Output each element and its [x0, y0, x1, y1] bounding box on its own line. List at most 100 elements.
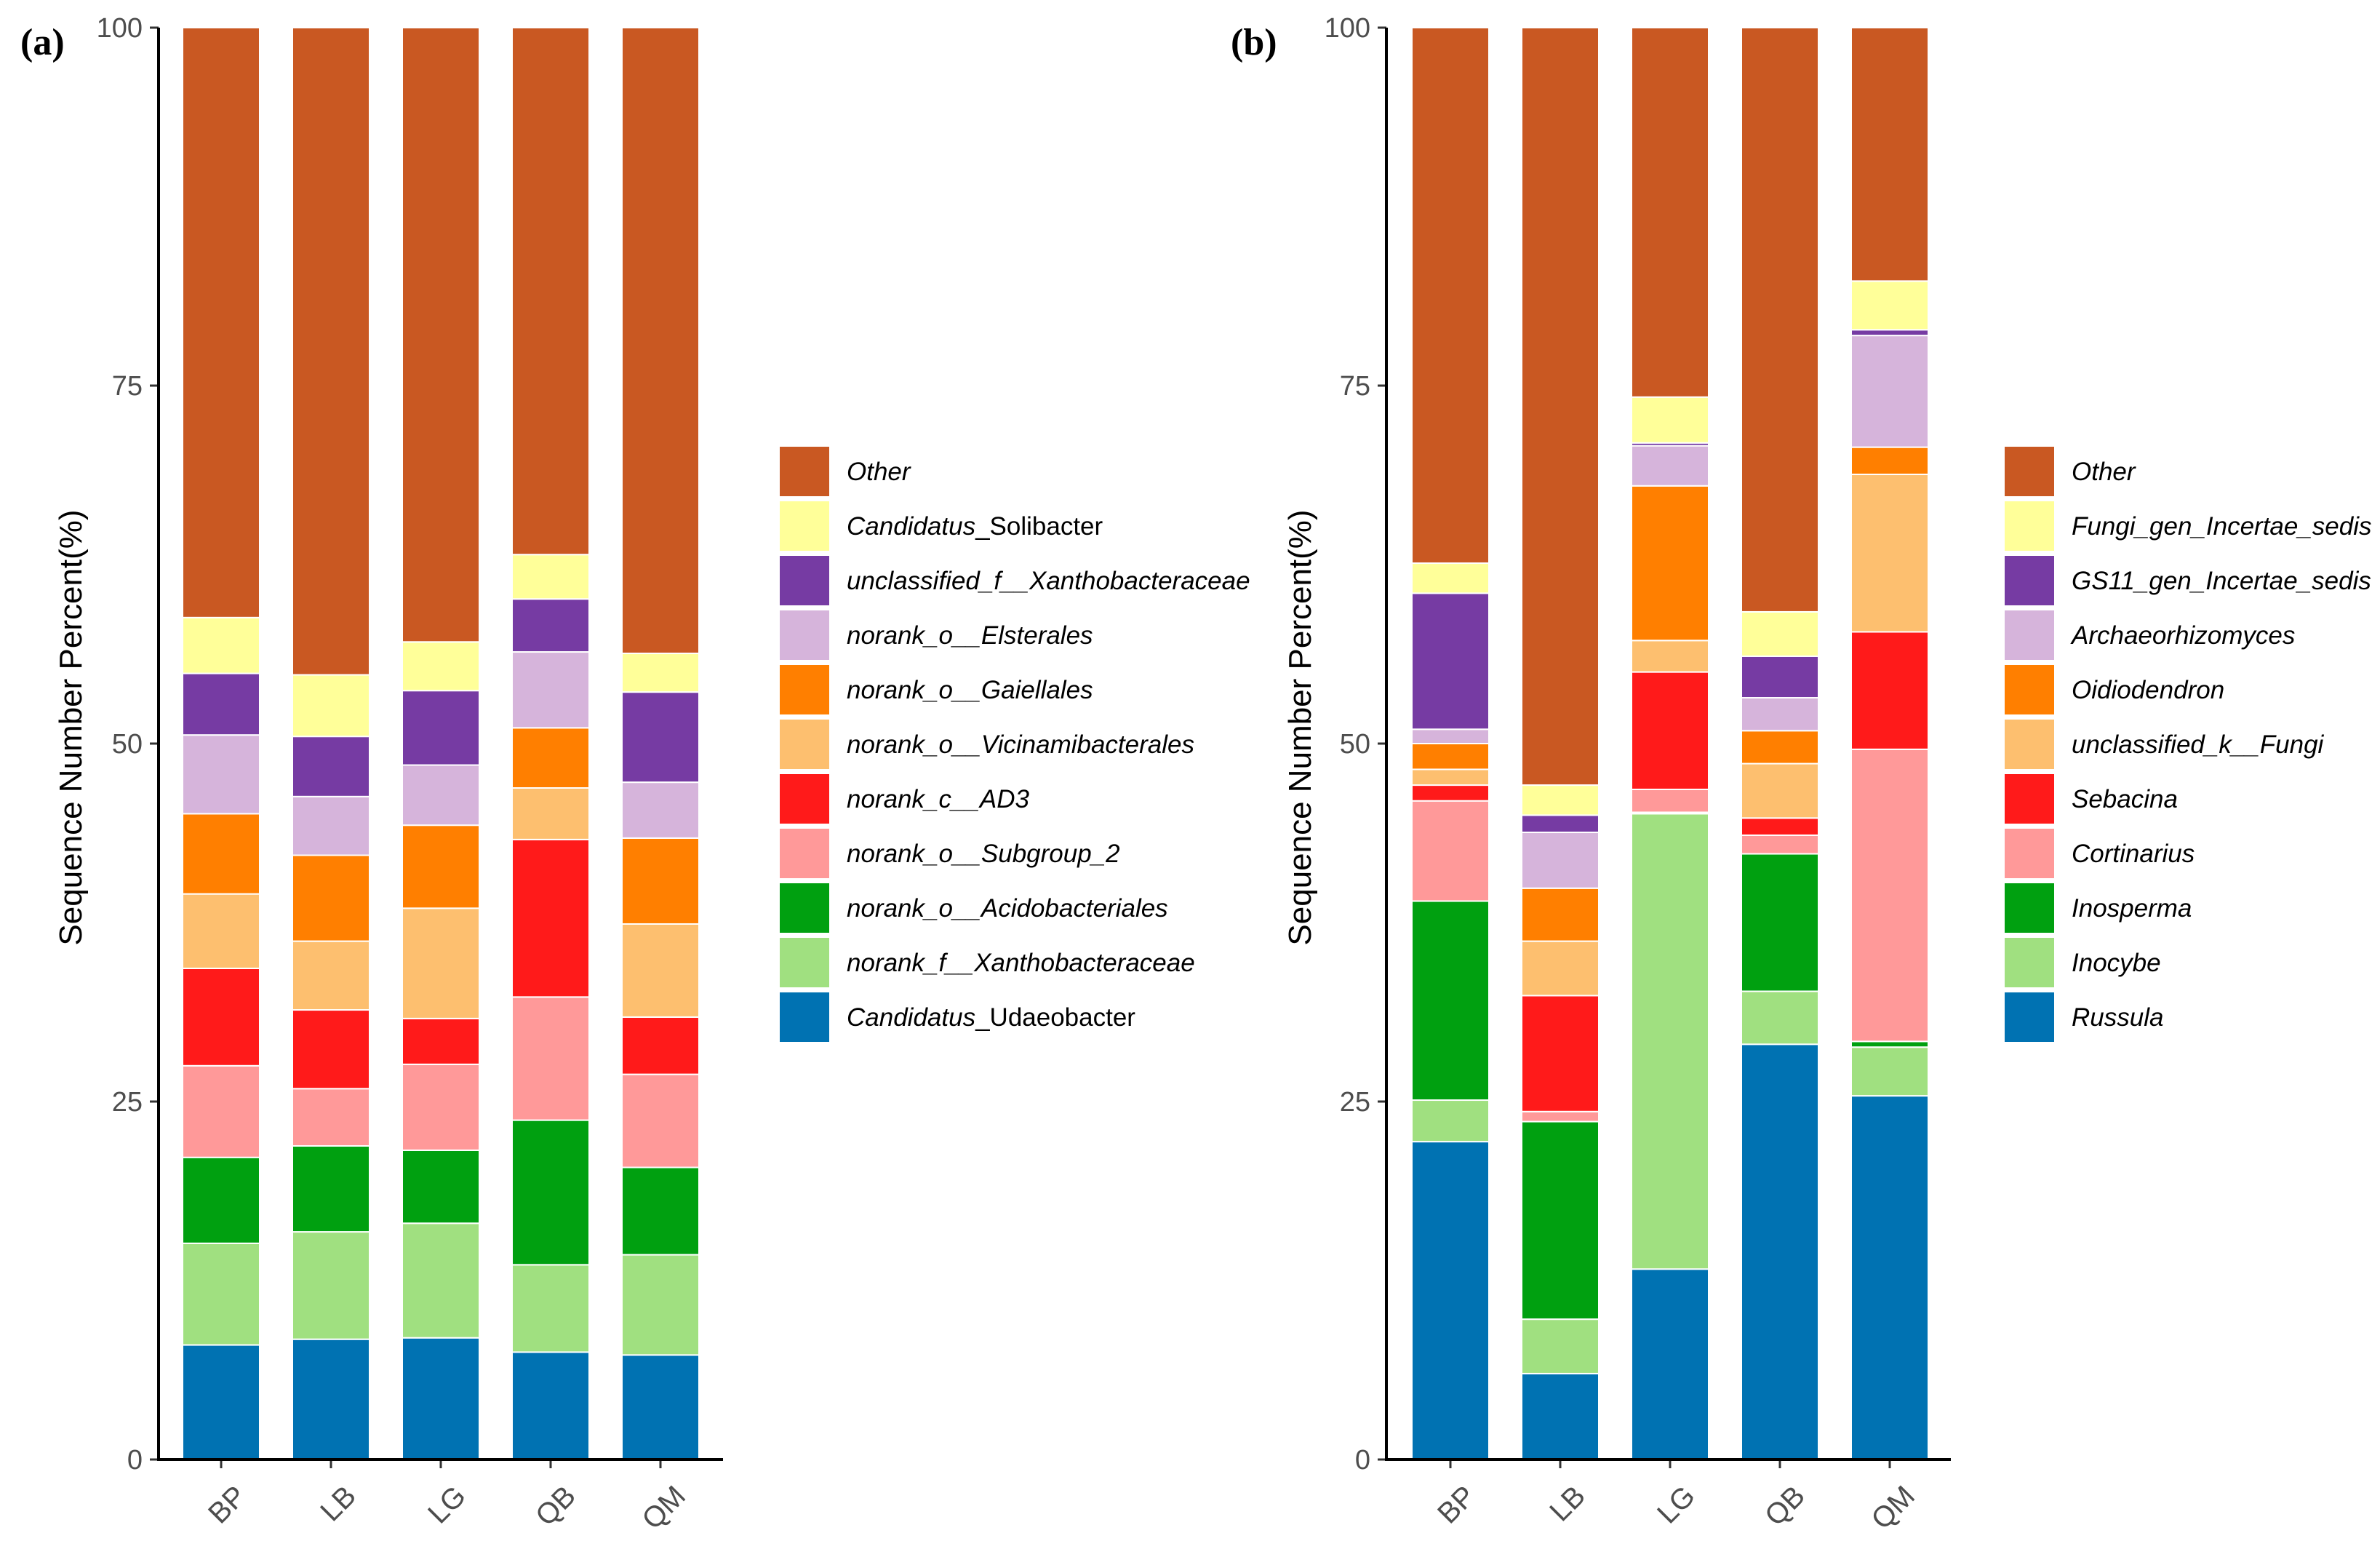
bar-segment [402, 907, 480, 1019]
legend-label-part: Oidiodendron [2072, 676, 2224, 704]
chart-panel-a: (a) Sequence Number Percent(%) 0 25 50 75 10… [20, 13, 1250, 1536]
y-tick-label: 100 [1325, 13, 1370, 44]
x-tick-label: BP [1431, 1480, 1482, 1530]
bar-segment [1411, 562, 1490, 594]
bar-segment [292, 1009, 370, 1090]
bar-segment [402, 824, 480, 909]
x-tick-label: LG [422, 1480, 472, 1530]
bar-segment [182, 967, 260, 1067]
legend-swatch [780, 501, 829, 551]
legend-label: norank_o__Subgroup_2 [847, 840, 1120, 868]
bar-segment [511, 1351, 590, 1461]
bar-segment [511, 27, 590, 556]
bar-segment [1631, 27, 1709, 398]
bar-segment [1741, 853, 1819, 992]
bar-segment [1850, 748, 1929, 1043]
legend-label: norank_f__Xanthobacteraceae [847, 949, 1195, 977]
bar-segment [511, 727, 590, 789]
bar-segment [402, 1337, 480, 1460]
y-tick-label: 50 [1340, 729, 1370, 760]
y-tick-label: 75 [112, 371, 143, 402]
y-tick-label: 25 [112, 1087, 143, 1118]
legend-label-part: Cortinarius [2072, 840, 2195, 868]
y-axis-label: Sequence Number Percent(%) [53, 509, 89, 945]
x-tick-label: QM [636, 1480, 692, 1536]
legend-label-part: Other [847, 458, 911, 486]
panel-label: (b) [1231, 22, 1277, 63]
legend-label: norank_o__Gaiellales [847, 676, 1093, 704]
bar-segment [292, 795, 370, 856]
legend: Other Fungi_gen_Incertae_sedis GS11_gen_In… [2005, 447, 2372, 1042]
bar-segment [621, 837, 700, 925]
y-axis-ticks: 0 25 50 75 100 [1325, 13, 1386, 1476]
bar-segment [182, 1064, 260, 1158]
bar-segment [402, 1149, 480, 1225]
legend-swatch [780, 774, 829, 824]
bar-segment [1850, 474, 1929, 633]
bar-segment [1850, 329, 1929, 337]
bar-segment [1411, 800, 1490, 902]
legend-label: Other [2072, 458, 2136, 486]
legend-label: norank_o__Elsterales [847, 621, 1093, 650]
legend-label: Other [847, 458, 911, 486]
legend-label: Candidatus_Udaeobacter [847, 1003, 1135, 1032]
bar-segment [511, 787, 590, 840]
bar-segment [1631, 485, 1709, 642]
panel-label: (a) [20, 22, 65, 63]
bar-segment [1411, 743, 1490, 770]
legend-swatch [780, 665, 829, 714]
legend-label-part: Inocybe [2072, 949, 2161, 977]
bar-segment [1631, 445, 1709, 487]
legend-label-part: norank_o__Subgroup_2 [847, 840, 1120, 868]
legend-label-part: norank_o__Acidobacteriales [847, 894, 1168, 923]
y-tick-label: 75 [1340, 371, 1370, 402]
x-tick-label: BP [202, 1480, 252, 1530]
legend-swatch [2005, 720, 2054, 769]
bar-segment [1741, 834, 1819, 855]
legend-swatch [2005, 447, 2054, 496]
legend-label-part: norank_o__Gaiellales [847, 676, 1093, 704]
bar-segment [1741, 610, 1819, 657]
bar-segment [621, 781, 700, 839]
legend-label: Inocybe [2072, 949, 2161, 977]
bar-segment [1521, 832, 1600, 889]
bar-segment [621, 1073, 700, 1168]
bar-segment [1741, 27, 1819, 613]
legend-label: Fungi_gen_Incertae_sedis [2072, 512, 2372, 541]
bar-segment [182, 813, 260, 895]
x-axis-ticks: BP LB LG QB QM [1431, 1460, 1921, 1536]
bar-segment [1741, 990, 1819, 1046]
legend-swatch [780, 720, 829, 769]
bar-segment [292, 27, 370, 676]
legend-label: unclassified_f__Xanthobacteraceae [847, 567, 1250, 595]
y-axis-label: Sequence Number Percent(%) [1282, 509, 1318, 945]
bar-segment [621, 691, 700, 784]
bar-segment [402, 641, 480, 692]
bar-segment [292, 940, 370, 1011]
legend-label-part: Archaeorhizomyces [2070, 621, 2295, 650]
legend-swatch [780, 938, 829, 987]
bar-segment [1850, 335, 1929, 448]
chart-panel-b: (b) Sequence Number Percent(%) 0 25 50 75 10… [1231, 13, 2372, 1536]
bar-segment [182, 1156, 260, 1244]
bar-segment [1741, 697, 1819, 732]
legend-swatch [2005, 610, 2054, 660]
y-tick-label: 100 [97, 13, 143, 44]
bar-segment [621, 27, 700, 655]
legend-label-part: Sebacina [2072, 785, 2178, 813]
bars [182, 27, 700, 1461]
legend-label-part: unclassified_k__Fungi [2072, 730, 2325, 759]
legend-label: unclassified_k__Fungi [2072, 730, 2325, 759]
legend-swatch [780, 556, 829, 605]
bar-segment [1411, 768, 1490, 787]
legend-label: norank_c__AD3 [847, 785, 1030, 813]
bar-segment [621, 1166, 700, 1256]
bar-segment [1411, 1141, 1490, 1460]
bar-segment [402, 764, 480, 827]
bar-segment [1521, 940, 1600, 997]
bar-segment [1741, 655, 1819, 699]
legend-label-part: norank_f__Xanthobacteraceae [847, 949, 1195, 977]
bar-segment [292, 1231, 370, 1340]
legend-label: norank_o__Acidobacteriales [847, 894, 1168, 923]
